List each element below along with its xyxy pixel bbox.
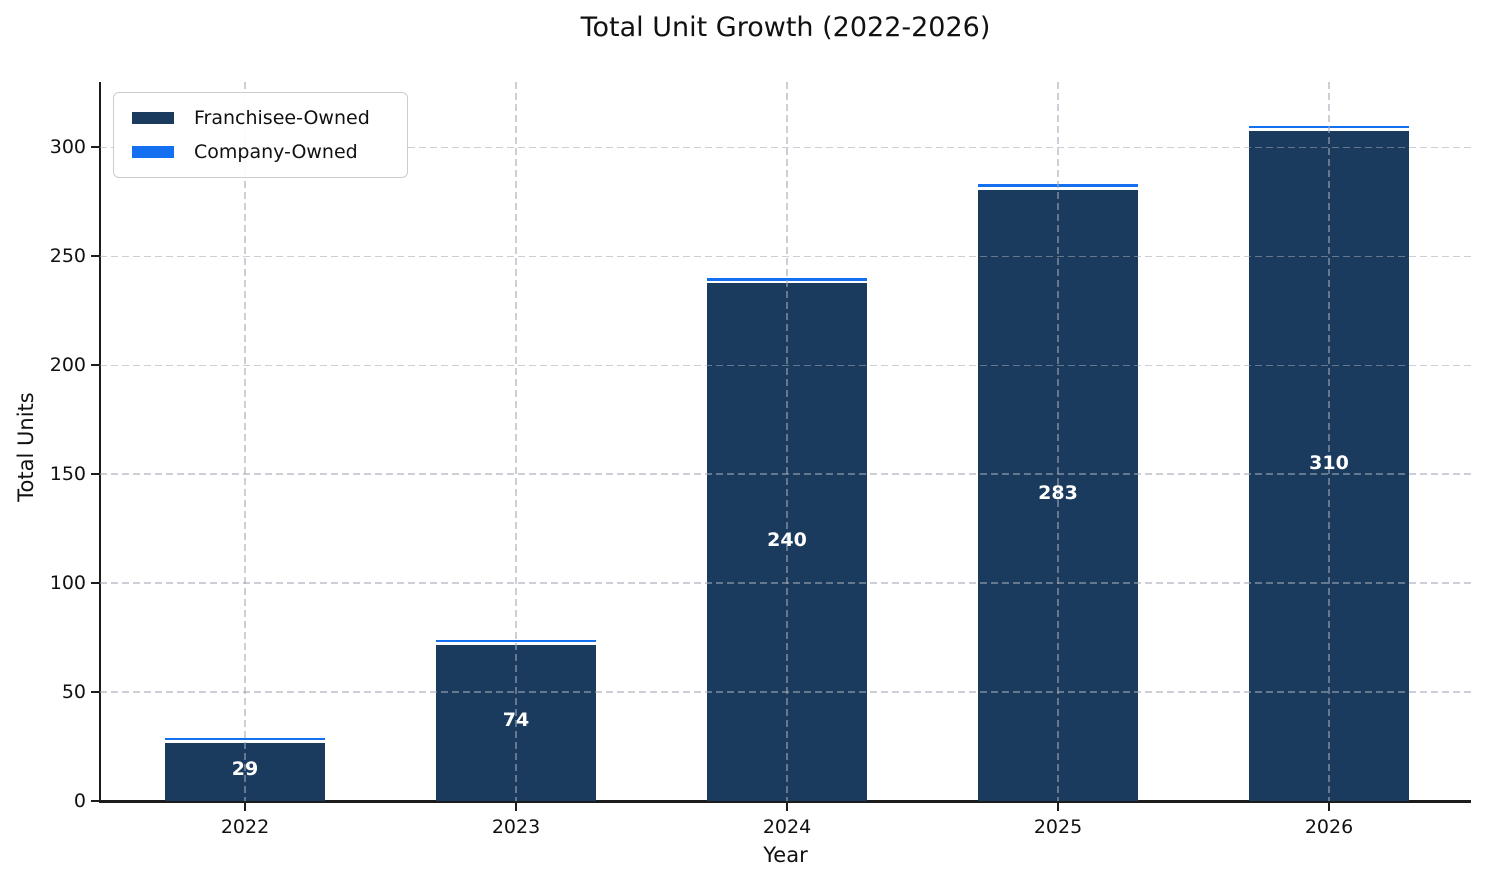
- x-axis-spine: [99, 800, 1471, 803]
- x-axis-title: Year: [763, 843, 808, 867]
- x-tick-label-2022: 2022: [220, 816, 270, 838]
- x-tick-2025: [1057, 802, 1059, 811]
- bar-value-label: 74: [502, 709, 530, 732]
- chart-title: Total Unit Growth (2022-2026): [580, 12, 991, 43]
- y-tick-150: [91, 473, 100, 476]
- x-tick-label-2024: 2024: [762, 816, 812, 838]
- x-tick-2022: [244, 802, 246, 811]
- legend-label: Company-Owned: [194, 141, 358, 163]
- legend-label: Franchisee-Owned: [194, 107, 370, 129]
- y-tick-label-100: 100: [49, 572, 86, 595]
- gridline-x-2026: [1328, 82, 1330, 801]
- legend-item-company-owned: Company-Owned: [132, 139, 389, 165]
- y-tick-300: [91, 146, 100, 149]
- x-tick-label-2023: 2023: [491, 816, 541, 838]
- bar-value-label: 240: [767, 528, 807, 551]
- y-tick-0: [91, 800, 100, 802]
- y-tick-50: [91, 691, 100, 694]
- y-tick-label-300: 300: [49, 136, 86, 159]
- x-tick-2024: [786, 802, 788, 811]
- gridline-y-50: [100, 691, 1471, 693]
- x-tick-label-2025: 2025: [1033, 816, 1083, 838]
- gridline-y-150: [100, 473, 1471, 475]
- bar-value-label: 310: [1309, 452, 1349, 475]
- x-tick-2026: [1328, 802, 1330, 811]
- gridline-x-2024: [786, 82, 788, 801]
- y-tick-100: [91, 582, 100, 585]
- legend: Franchisee-Owned Company-Owned: [113, 92, 408, 178]
- x-tick-label-2026: 2026: [1304, 816, 1354, 838]
- legend-item-franchisee-owned: Franchisee-Owned: [132, 105, 389, 131]
- y-tick-200: [91, 364, 100, 367]
- y-axis-title: Total Units: [14, 392, 38, 502]
- franchisee-owned-swatch-icon: [132, 112, 174, 124]
- x-tick-2023: [515, 802, 517, 811]
- company-owned-swatch-icon: [132, 146, 174, 158]
- gridline-y-300: [100, 146, 1471, 149]
- y-tick-250: [91, 255, 100, 258]
- gridline-x-2023: [515, 82, 517, 801]
- plot-area: 29 74 240 283 310: [100, 82, 1471, 801]
- y-tick-label-200: 200: [49, 354, 86, 377]
- gridline-x-2025: [1057, 82, 1059, 801]
- y-tick-label-150: 150: [49, 463, 86, 486]
- bar-value-label: 283: [1038, 481, 1078, 504]
- gridline-y-100: [100, 582, 1471, 584]
- y-axis-spine: [99, 82, 101, 803]
- y-tick-label-0: 0: [73, 790, 86, 812]
- y-tick-label-50: 50: [61, 681, 86, 704]
- y-tick-label-250: 250: [49, 245, 86, 268]
- bar-value-label: 29: [231, 758, 259, 781]
- gridline-y-200: [100, 364, 1471, 366]
- gridline-x-2022: [244, 82, 246, 801]
- gridline-y-250: [100, 255, 1471, 258]
